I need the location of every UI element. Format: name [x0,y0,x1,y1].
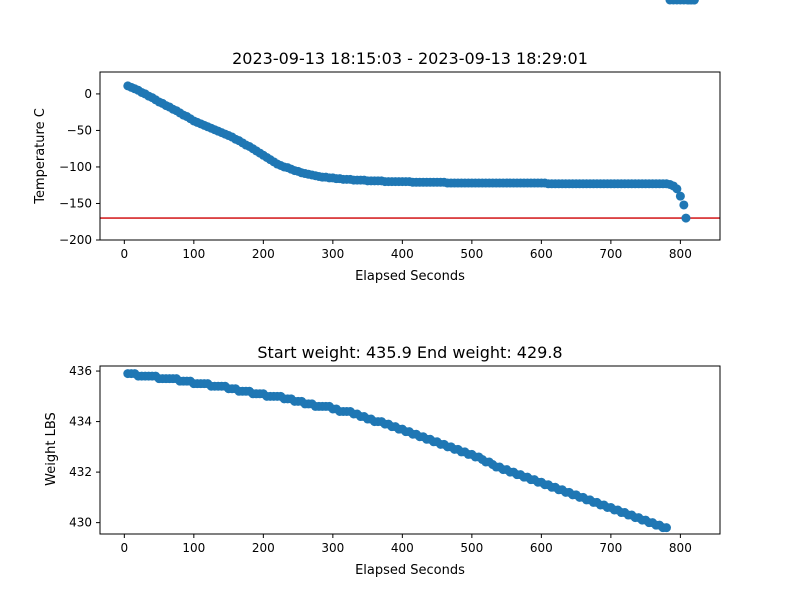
temperature-data-point [672,184,682,194]
weight-points [123,0,699,533]
temperature-ticks: 0 100 200 300 400 500 600 700 800 0 −50 −100 −150 −20… [59,87,692,261]
weight-y-tick-label: 434 [69,415,92,429]
temperature-data-point [675,191,685,201]
temperature-x-tick-label: 600 [530,247,553,261]
weight-x-tick-label: 500 [460,541,483,555]
temperature-chart-title: 2023-09-13 18:15:03 - 2023-09-13 18:29:0… [232,49,588,68]
temperature-x-tick-label: 300 [321,247,344,261]
weight-y-tick-label: 430 [69,516,92,530]
weight-x-tick-label: 200 [252,541,275,555]
weight-data-point [689,0,699,5]
weight-ticks: 0 100 200 300 400 500 600 700 800 436 434 432 430 [69,364,692,555]
weight-chart-title: Start weight: 435.9 End weight: 429.8 [257,343,562,362]
temperature-y-tick-label: −200 [59,233,92,247]
temperature-points [100,0,720,223]
temperature-y-axis-label: Temperature C [33,108,48,205]
temperature-y-tick-label: −150 [59,196,92,210]
weight-data-point [661,523,671,533]
weight-x-tick-label: 100 [182,541,205,555]
weight-x-tick-label: 300 [321,541,344,555]
weight-y-axis-label: Weight LBS [44,412,59,486]
temperature-x-tick-label: 0 [121,247,129,261]
weight-y-tick-label: 432 [69,465,92,479]
temperature-y-tick-label: −100 [59,160,92,174]
temperature-data-point [679,200,689,210]
temperature-y-tick-label: 0 [84,87,92,101]
temperature-x-tick-label: 400 [391,247,414,261]
weight-x-tick-label: 700 [599,541,622,555]
temperature-x-tick-label: 500 [460,247,483,261]
weight-x-axis-label: Elapsed Seconds [355,563,465,578]
temperature-x-tick-label: 700 [599,247,622,261]
weight-x-tick-label: 400 [391,541,414,555]
temperature-data-point [681,213,691,223]
weight-x-tick-label: 0 [121,541,129,555]
temperature-x-tick-label: 800 [669,247,692,261]
weight-x-tick-label: 600 [530,541,553,555]
weight-y-tick-label: 436 [69,364,92,378]
temperature-x-tick-label: 200 [252,247,275,261]
temperature-panel: 2023-09-13 18:15:03 - 2023-09-13 18:29:0… [33,0,721,284]
temperature-x-tick-label: 100 [182,247,205,261]
temperature-x-axis-label: Elapsed Seconds [355,269,465,284]
temperature-axes-frame [99,71,721,241]
weight-axes-frame [99,365,721,535]
temperature-y-tick-label: −50 [67,123,92,137]
weight-panel: Start weight: 435.9 End weight: 429.8 We… [44,0,721,578]
weight-x-tick-label: 800 [669,541,692,555]
